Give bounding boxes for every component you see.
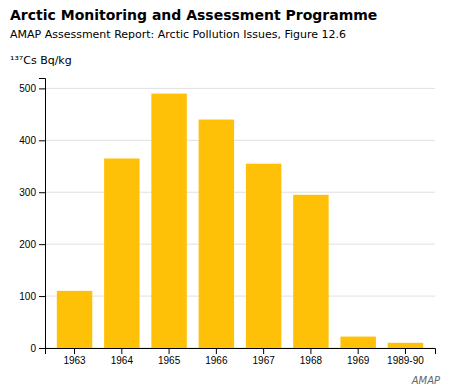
y-tick: 0: [30, 343, 45, 354]
x-tick-label: 1966: [205, 355, 228, 366]
grid-line: [45, 140, 435, 141]
x-axis-line: [46, 349, 436, 355]
x-tick: 1967: [253, 348, 276, 366]
x-tick: 1965: [158, 348, 181, 366]
grid-line: [45, 88, 435, 89]
x-tick-label: 1967: [253, 355, 276, 366]
x-tick: 1968: [300, 348, 323, 366]
plot: 0 100 200 300 400 500 1963 1964 1965 1966 1967 1968…: [19, 79, 435, 367]
y-axis: 0 100 200 300 400 500: [19, 79, 45, 354]
y-tick-label: 400: [19, 135, 36, 146]
y-label: ¹³⁷Cs Bq/kg: [10, 54, 72, 67]
bars: [57, 94, 423, 348]
x-tick-mark: [121, 348, 122, 354]
grid-line: [45, 244, 435, 245]
grid-line: [45, 192, 435, 193]
x-tick-label: 1963: [63, 355, 86, 366]
x-tick-label: 1964: [111, 355, 134, 366]
subtitle: AMAP Assessment Report: Arctic Pollution…: [10, 28, 346, 41]
x-tick: 1963: [63, 348, 86, 366]
y-axis-line: [39, 79, 46, 349]
x-axis: 1963 1964 1965 1966 1967 1968 1969 1989-90: [46, 348, 436, 366]
y-tick-label: 300: [19, 187, 36, 198]
y-tick-mark: [39, 192, 45, 193]
y-tick-mark: [39, 88, 45, 89]
y-tick: 100: [19, 291, 45, 302]
chart: Arctic Monitoring and Assessment Program…: [0, 0, 450, 390]
x-tick-label: 1965: [158, 355, 181, 366]
x-tick-label: 1969: [347, 355, 370, 366]
y-tick: 400: [19, 135, 45, 146]
bar: [199, 120, 234, 348]
x-tick-mark: [358, 348, 359, 354]
bar: [104, 158, 139, 348]
x-tick: 1966: [205, 348, 228, 366]
grid-line: [45, 296, 435, 297]
y-tick-label: 500: [19, 83, 36, 94]
watermark: AMAP: [411, 375, 441, 386]
y-tick-label: 0: [30, 343, 36, 354]
bar: [151, 94, 186, 348]
y-tick-mark: [39, 244, 45, 245]
bar: [57, 291, 92, 348]
y-tick-mark: [39, 296, 45, 297]
grid: [45, 88, 435, 348]
x-tick-mark: [169, 348, 170, 354]
y-tick: 500: [19, 83, 45, 94]
bar: [293, 195, 328, 348]
x-tick: 1964: [111, 348, 134, 366]
x-tick: 1989-90: [387, 348, 424, 366]
bar: [340, 337, 375, 348]
y-tick-mark: [39, 140, 45, 141]
x-tick-mark: [405, 348, 406, 354]
y-tick: 200: [19, 239, 45, 250]
x-tick-mark: [310, 348, 311, 354]
title: Arctic Monitoring and Assessment Program…: [10, 7, 377, 23]
x-tick-mark: [263, 348, 264, 354]
x-tick-mark: [74, 348, 75, 354]
y-tick-mark: [39, 348, 45, 349]
y-tick: 300: [19, 187, 45, 198]
bar: [246, 164, 281, 348]
bar: [388, 343, 423, 348]
x-tick-label: 1989-90: [387, 355, 424, 366]
x-tick-label: 1968: [300, 355, 323, 366]
x-tick-mark: [216, 348, 217, 354]
x-tick: 1969: [347, 348, 370, 366]
y-tick-label: 100: [19, 291, 36, 302]
y-tick-label: 200: [19, 239, 36, 250]
